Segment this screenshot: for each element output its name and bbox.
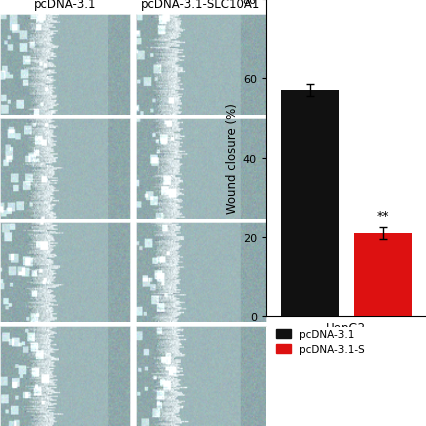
Legend: pcDNA-3.1, pcDNA-3.1-S: pcDNA-3.1, pcDNA-3.1-S	[273, 327, 366, 357]
Text: pcDNA-3.1-SLC10A1: pcDNA-3.1-SLC10A1	[141, 0, 260, 11]
Bar	[353, 233, 411, 317]
Y-axis label: Wound closure (%): Wound closure (%)	[225, 103, 238, 213]
Text: pcDNA-3.1: pcDNA-3.1	[34, 0, 96, 11]
Text: **: **	[376, 210, 388, 223]
Bar	[281, 91, 338, 317]
